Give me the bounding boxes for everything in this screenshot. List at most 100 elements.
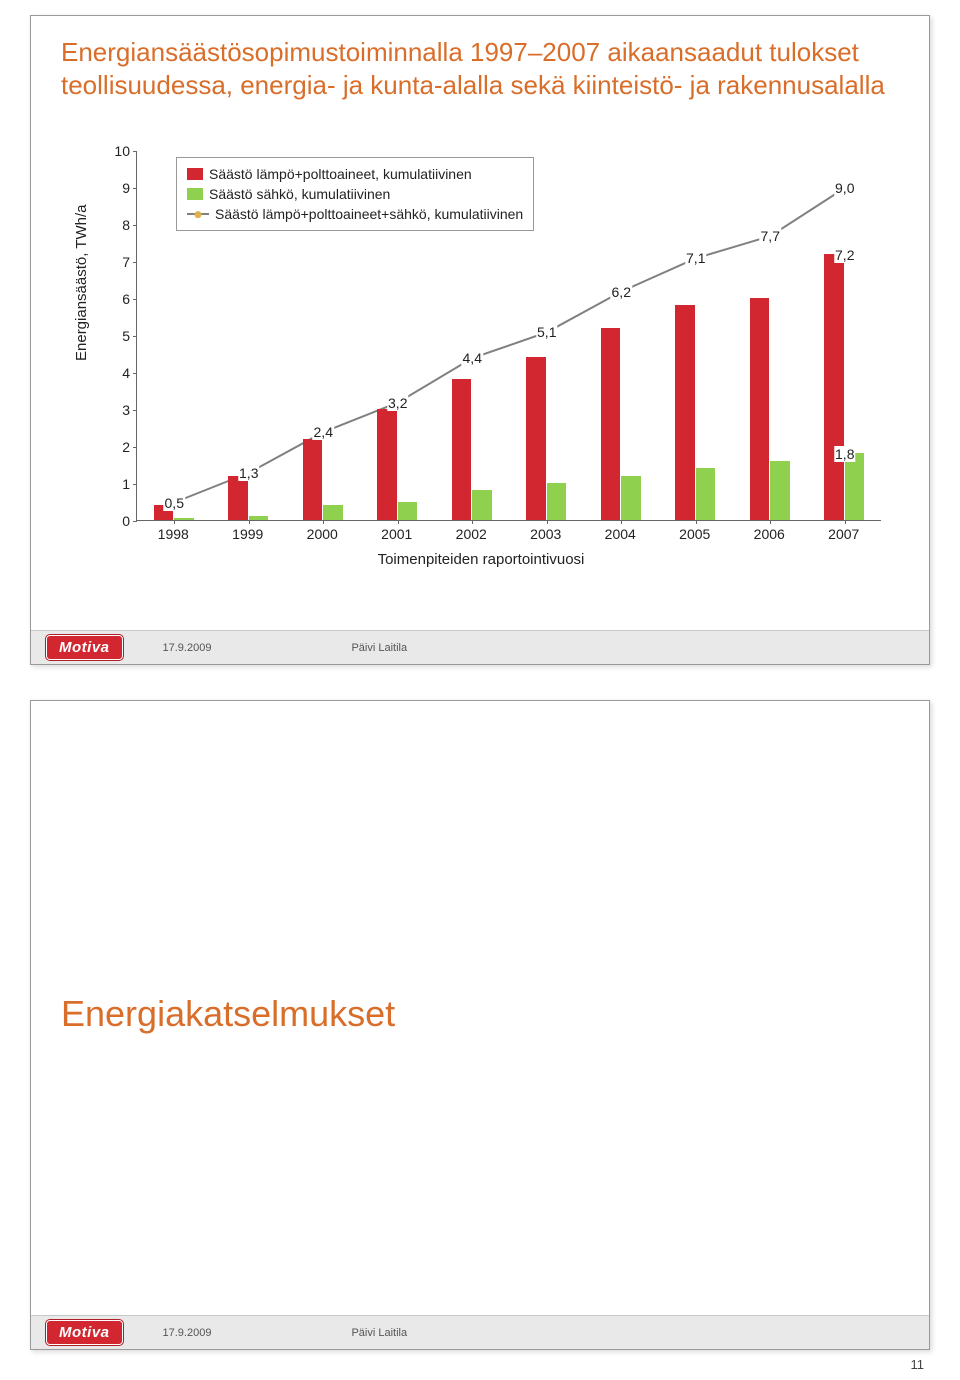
- footer-author: Päivi Laitila: [351, 642, 407, 654]
- y-tick-mark: [133, 336, 137, 337]
- data-label: 1,8: [834, 446, 855, 462]
- legend-label: Säästö lämpö+polttoaineet+sähkö, kumulat…: [215, 206, 523, 222]
- data-label: 9,0: [834, 180, 855, 196]
- x-axis-labels: 1998 1999 2000 2001 2002 2003 2004 2005 2006 2007: [136, 526, 881, 546]
- slide1-title: Energiansäästösopimustoiminnalla 1997–20…: [31, 16, 929, 111]
- slide-title-only: Energiakatselmukset Motiva 17.9.2009 Päi…: [30, 700, 930, 1350]
- y-tick-mark: [133, 151, 137, 152]
- slide-chart: Energiansäästösopimustoiminnalla 1997–20…: [30, 15, 930, 665]
- motiva-logo: Motiva: [46, 1320, 123, 1345]
- y-tick-mark: [133, 262, 137, 263]
- bar-elec: [249, 516, 268, 520]
- x-tick-mark: [174, 520, 175, 524]
- bar-heat_fuel: [377, 409, 396, 520]
- y-tick-label: 6: [105, 291, 130, 307]
- legend-swatch: [187, 168, 203, 180]
- x-tick-mark: [472, 520, 473, 524]
- y-tick-label: 3: [105, 402, 130, 418]
- y-tick-label: 7: [105, 254, 130, 270]
- data-label: 4,4: [462, 350, 483, 366]
- bar-elec: [547, 483, 566, 520]
- x-tick-mark: [323, 520, 324, 524]
- footer-author: Päivi Laitila: [351, 1327, 407, 1339]
- legend-label: Säästö lämpö+polttoaineet, kumulatiivine…: [209, 166, 472, 182]
- bar-heat_fuel: [675, 305, 694, 520]
- footer-date: 17.9.2009: [163, 642, 212, 654]
- bar-heat_fuel: [526, 357, 545, 520]
- data-label: 7,2: [834, 247, 855, 263]
- data-label: 1,3: [238, 465, 259, 481]
- legend-item: Säästö sähkö, kumulatiivinen: [187, 184, 523, 204]
- legend-marker-icon: [195, 211, 202, 218]
- x-tick-mark: [621, 520, 622, 524]
- bar-elec: [398, 502, 417, 521]
- x-tick-mark: [547, 520, 548, 524]
- y-tick-label: 0: [105, 513, 130, 529]
- y-tick-label: 10: [105, 143, 130, 159]
- y-tick-label: 1: [105, 476, 130, 492]
- y-axis-label: Energiansäästö, TWh/a: [73, 205, 90, 361]
- x-tick-mark: [696, 520, 697, 524]
- page-number: 11: [911, 1357, 925, 1372]
- data-label: 0,5: [164, 495, 185, 511]
- x-tick-mark: [845, 520, 846, 524]
- data-label: 6,2: [611, 284, 632, 300]
- data-label: 2,4: [313, 424, 334, 440]
- legend-label: Säästö sähkö, kumulatiivinen: [209, 186, 390, 202]
- bar-elec: [845, 453, 864, 520]
- motiva-logo: Motiva: [46, 635, 123, 660]
- y-tick-mark: [133, 299, 137, 300]
- x-tick-label: 2001: [381, 526, 412, 542]
- legend-line-icon: [187, 213, 209, 215]
- legend-swatch: [187, 188, 203, 200]
- x-tick-label: 2006: [754, 526, 785, 542]
- legend-item: Säästö lämpö+polttoaineet, kumulatiivine…: [187, 164, 523, 184]
- x-tick-label: 2002: [456, 526, 487, 542]
- bar-elec: [323, 505, 342, 520]
- data-label: 5,1: [536, 324, 557, 340]
- energy-savings-chart: Energiansäästö, TWh/a 0123456789100,51,3…: [81, 151, 891, 571]
- bar-heat_fuel: [228, 476, 247, 520]
- x-tick-label: 2005: [679, 526, 710, 542]
- x-tick-label: 1998: [158, 526, 189, 542]
- y-tick-label: 4: [105, 365, 130, 381]
- x-tick-label: 1999: [232, 526, 263, 542]
- x-axis-title: Toimenpiteiden raportointivuosi: [81, 551, 881, 568]
- x-tick-label: 2003: [530, 526, 561, 542]
- y-tick-label: 5: [105, 328, 130, 344]
- y-tick-mark: [133, 447, 137, 448]
- x-tick-mark: [398, 520, 399, 524]
- bar-heat_fuel: [303, 439, 322, 520]
- data-label: 3,2: [387, 395, 408, 411]
- chart-legend: Säästö lämpö+polttoaineet, kumulatiivine…: [176, 157, 534, 231]
- bar-elec: [621, 476, 640, 520]
- bar-heat_fuel: [601, 328, 620, 520]
- data-label: 7,7: [760, 228, 781, 244]
- bar-elec: [174, 518, 193, 520]
- x-tick-mark: [249, 520, 250, 524]
- y-tick-mark: [133, 484, 137, 485]
- y-tick-label: 2: [105, 439, 130, 455]
- slide-footer: Motiva 17.9.2009 Päivi Laitila: [31, 1315, 929, 1349]
- y-tick-mark: [133, 188, 137, 189]
- y-tick-mark: [133, 410, 137, 411]
- x-tick-label: 2007: [828, 526, 859, 542]
- footer-date: 17.9.2009: [163, 1327, 212, 1339]
- bar-elec: [472, 490, 491, 520]
- slide-footer: Motiva 17.9.2009 Päivi Laitila: [31, 630, 929, 664]
- bar-heat_fuel: [750, 298, 769, 520]
- x-tick-mark: [770, 520, 771, 524]
- y-tick-mark: [133, 521, 137, 522]
- x-tick-label: 2000: [307, 526, 338, 542]
- y-tick-label: 9: [105, 180, 130, 196]
- legend-item: Säästö lämpö+polttoaineet+sähkö, kumulat…: [187, 204, 523, 224]
- y-tick-mark: [133, 225, 137, 226]
- bar-heat_fuel: [452, 379, 471, 520]
- bar-heat_fuel: [824, 254, 843, 520]
- y-tick-mark: [133, 373, 137, 374]
- line-combined: [174, 188, 845, 503]
- bar-elec: [770, 461, 789, 520]
- data-label: 7,1: [685, 250, 706, 266]
- slide2-title: Energiakatselmukset: [31, 701, 929, 1046]
- x-tick-label: 2004: [605, 526, 636, 542]
